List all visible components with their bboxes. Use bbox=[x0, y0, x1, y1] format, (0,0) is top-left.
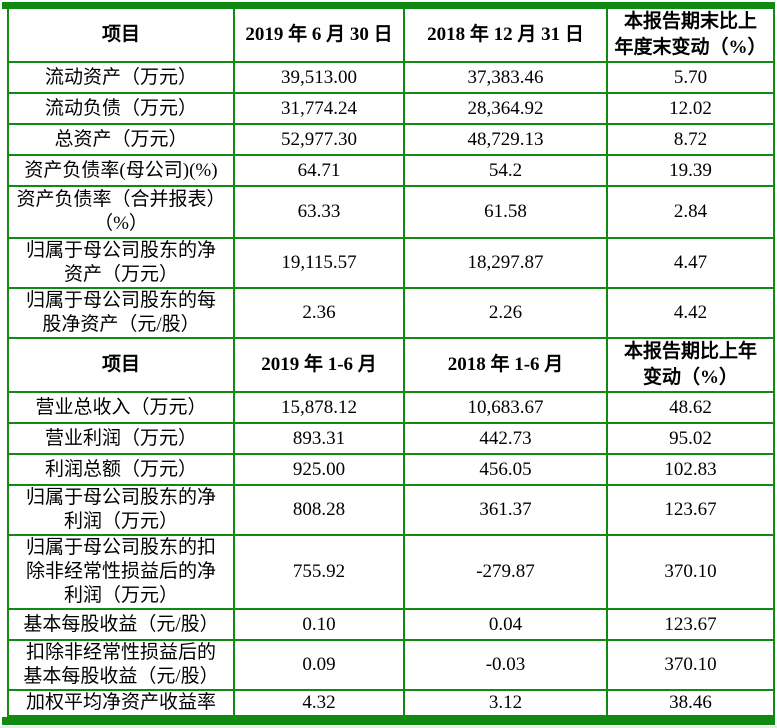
value-change: 123.67 bbox=[606, 484, 775, 536]
header-change: 本报告期末比上 年度末变动（%） bbox=[606, 9, 775, 63]
table-header-row: 项目 2019 年 6 月 30 日 2018 年 12 月 31 日 本报告期… bbox=[7, 9, 775, 63]
row-label: 流动负债（万元） bbox=[7, 92, 235, 125]
row-label: 归属于母公司股东的净 利润（万元） bbox=[7, 484, 235, 536]
value-period2: 456.05 bbox=[403, 453, 608, 486]
value-period1: 925.00 bbox=[233, 453, 405, 486]
table-row: 资产负债率（合并报表） （%） 63.33 61.58 2.84 bbox=[7, 185, 775, 239]
row-label: 加权平均净资产收益率 bbox=[7, 689, 235, 717]
financial-summary-table: 项目 2019 年 6 月 30 日 2018 年 12 月 31 日 本报告期… bbox=[7, 9, 775, 717]
value-change: 123.67 bbox=[606, 608, 775, 641]
table-row: 资产负债率(母公司)(%) 64.71 54.2 19.39 bbox=[7, 154, 775, 187]
value-change: 48.62 bbox=[606, 391, 775, 424]
value-change: 12.02 bbox=[606, 92, 775, 125]
table-row: 流动负债（万元） 31,774.24 28,364.92 12.02 bbox=[7, 92, 775, 125]
value-period1: 0.10 bbox=[233, 608, 405, 641]
header-period1: 2019 年 1-6 月 bbox=[233, 337, 405, 393]
value-change: 370.10 bbox=[606, 639, 775, 691]
row-label: 总资产（万元） bbox=[7, 123, 235, 156]
value-period2: 361.37 bbox=[403, 484, 608, 536]
header-item: 项目 bbox=[7, 337, 235, 393]
row-label: 利润总额（万元） bbox=[7, 453, 235, 486]
row-label: 资产负债率(母公司)(%) bbox=[7, 154, 235, 187]
value-period2: 2.26 bbox=[403, 287, 608, 339]
header-change: 本报告期比上年 变动（%） bbox=[606, 337, 775, 393]
table-row: 营业利润（万元） 893.31 442.73 95.02 bbox=[7, 422, 775, 455]
value-period2: 37,383.46 bbox=[403, 61, 608, 94]
value-period2: 3.12 bbox=[403, 689, 608, 717]
row-label: 营业总收入（万元） bbox=[7, 391, 235, 424]
value-change: 38.46 bbox=[606, 689, 775, 717]
table-row: 总资产（万元） 52,977.30 48,729.13 8.72 bbox=[7, 123, 775, 156]
value-period1: 808.28 bbox=[233, 484, 405, 536]
value-period1: 31,774.24 bbox=[233, 92, 405, 125]
value-period1: 63.33 bbox=[233, 185, 405, 239]
value-change: 5.70 bbox=[606, 61, 775, 94]
value-period1: 19,115.57 bbox=[233, 237, 405, 289]
value-change: 4.42 bbox=[606, 287, 775, 339]
table-row: 归属于母公司股东的每 股净资产（元/股） 2.36 2.26 4.42 bbox=[7, 287, 775, 339]
table-row: 归属于母公司股东的净 利润（万元） 808.28 361.37 123.67 bbox=[7, 484, 775, 536]
row-label: 归属于母公司股东的扣 除非经常性损益后的净 利润（万元） bbox=[7, 534, 235, 610]
bottom-gray-strip bbox=[0, 726, 777, 728]
bottom-accent-bar bbox=[2, 717, 775, 725]
table-row: 营业总收入（万元） 15,878.12 10,683.67 48.62 bbox=[7, 391, 775, 424]
value-period1: 2.36 bbox=[233, 287, 405, 339]
row-label: 基本每股收益（元/股） bbox=[7, 608, 235, 641]
table-row: 利润总额（万元） 925.00 456.05 102.83 bbox=[7, 453, 775, 486]
header-period2: 2018 年 12 月 31 日 bbox=[403, 9, 608, 63]
value-change: 2.84 bbox=[606, 185, 775, 239]
value-period2: -0.03 bbox=[403, 639, 608, 691]
value-period2: 10,683.67 bbox=[403, 391, 608, 424]
table-row: 基本每股收益（元/股） 0.10 0.04 123.67 bbox=[7, 608, 775, 641]
value-period1: 39,513.00 bbox=[233, 61, 405, 94]
value-period2: -279.87 bbox=[403, 534, 608, 610]
value-change: 4.47 bbox=[606, 237, 775, 289]
value-period1: 755.92 bbox=[233, 534, 405, 610]
table-row: 加权平均净资产收益率 4.32 3.12 38.46 bbox=[7, 689, 775, 717]
value-period1: 0.09 bbox=[233, 639, 405, 691]
row-label: 扣除非经常性损益后的 基本每股收益（元/股） bbox=[7, 639, 235, 691]
header-period1: 2019 年 6 月 30 日 bbox=[233, 9, 405, 63]
row-label: 营业利润（万元） bbox=[7, 422, 235, 455]
value-change: 102.83 bbox=[606, 453, 775, 486]
value-period1: 15,878.12 bbox=[233, 391, 405, 424]
row-label: 归属于母公司股东的净 资产（万元） bbox=[7, 237, 235, 289]
table-row: 归属于母公司股东的净 资产（万元） 19,115.57 18,297.87 4.… bbox=[7, 237, 775, 289]
table-row: 扣除非经常性损益后的 基本每股收益（元/股） 0.09 -0.03 370.10 bbox=[7, 639, 775, 691]
value-period2: 18,297.87 bbox=[403, 237, 608, 289]
value-period2: 0.04 bbox=[403, 608, 608, 641]
value-change: 370.10 bbox=[606, 534, 775, 610]
top-accent-bar bbox=[2, 2, 775, 9]
value-period2: 48,729.13 bbox=[403, 123, 608, 156]
table-row: 归属于母公司股东的扣 除非经常性损益后的净 利润（万元） 755.92 -279… bbox=[7, 534, 775, 610]
value-change: 95.02 bbox=[606, 422, 775, 455]
value-period2: 442.73 bbox=[403, 422, 608, 455]
header-period2: 2018 年 1-6 月 bbox=[403, 337, 608, 393]
row-label: 流动资产（万元） bbox=[7, 61, 235, 94]
value-period1: 4.32 bbox=[233, 689, 405, 717]
table-header-row: 项目 2019 年 1-6 月 2018 年 1-6 月 本报告期比上年 变动（… bbox=[7, 337, 775, 393]
value-period2: 28,364.92 bbox=[403, 92, 608, 125]
value-period2: 61.58 bbox=[403, 185, 608, 239]
header-item: 项目 bbox=[7, 9, 235, 63]
row-label: 资产负债率（合并报表） （%） bbox=[7, 185, 235, 239]
value-change: 19.39 bbox=[606, 154, 775, 187]
row-label: 归属于母公司股东的每 股净资产（元/股） bbox=[7, 287, 235, 339]
value-period2: 54.2 bbox=[403, 154, 608, 187]
value-period1: 64.71 bbox=[233, 154, 405, 187]
value-period1: 52,977.30 bbox=[233, 123, 405, 156]
table-row: 流动资产（万元） 39,513.00 37,383.46 5.70 bbox=[7, 61, 775, 94]
value-period1: 893.31 bbox=[233, 422, 405, 455]
value-change: 8.72 bbox=[606, 123, 775, 156]
